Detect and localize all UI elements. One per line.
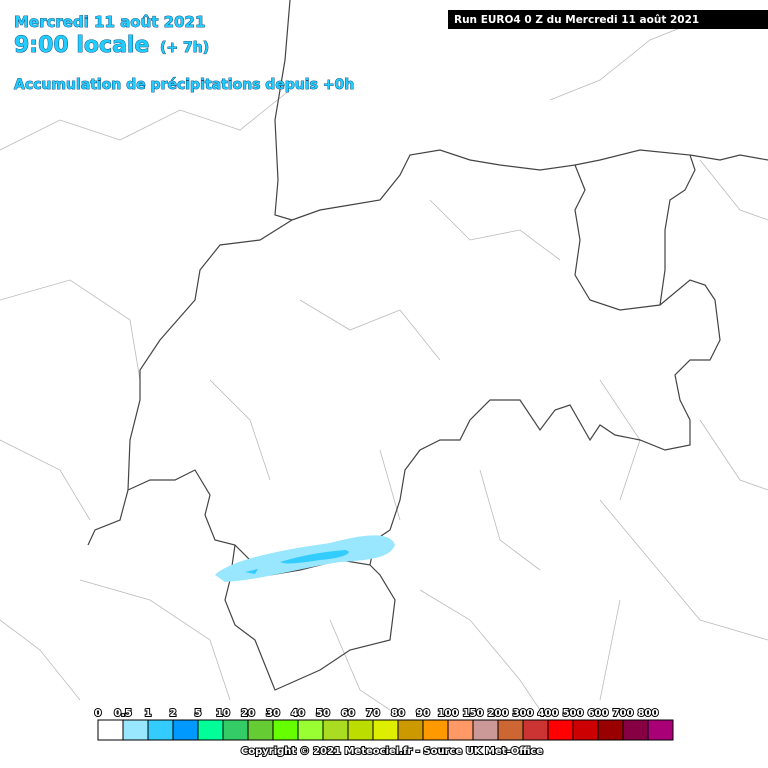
- legend-label: 5: [195, 708, 202, 719]
- legend-swatch: [372, 719, 399, 741]
- legend-swatch: [547, 719, 574, 741]
- offset: (+ 7h): [160, 40, 209, 56]
- legend-swatch: [647, 719, 674, 741]
- legend-label: 40: [291, 708, 305, 719]
- legend-swatch: [522, 719, 549, 741]
- legend-label: 500: [563, 708, 584, 719]
- legend-label: 60: [341, 708, 355, 719]
- legend-label: 1: [145, 708, 152, 719]
- product-title: Accumulation de précipitations depuis +0…: [14, 77, 354, 93]
- legend-swatch: [347, 719, 374, 741]
- legend-swatch: [197, 719, 224, 741]
- legend-label: 10: [216, 708, 230, 719]
- legend-swatch: [422, 719, 449, 741]
- legend-label: 700: [613, 708, 634, 719]
- region-lines: [0, 19, 768, 711]
- legend-label: 600: [588, 708, 609, 719]
- legend-label: 70: [366, 708, 380, 719]
- legend-swatch: [272, 719, 299, 741]
- legend-swatch: [322, 719, 349, 741]
- time: 9:00 locale: [14, 33, 149, 58]
- legend-swatch: [247, 719, 274, 741]
- legend-label: 300: [513, 708, 534, 719]
- legend-swatch: [297, 719, 324, 741]
- legend-label: 100: [438, 708, 459, 719]
- copyright: Copyright © 2021 Meteociel.fr - Source U…: [241, 746, 543, 757]
- legend-label: 0: [95, 708, 102, 719]
- legend-swatch: [172, 719, 199, 741]
- precipitation: [215, 535, 395, 582]
- legend-swatch: [497, 719, 524, 741]
- legend-label: 150: [463, 708, 484, 719]
- legend-label: 800: [638, 708, 659, 719]
- legend-swatch: [147, 719, 174, 741]
- legend-label: 30: [266, 708, 280, 719]
- country-borders: [87, 0, 768, 691]
- legend-label: 200: [488, 708, 509, 719]
- run-label: Run EURO4 0 Z du Mercredi 11 août 2021: [454, 14, 699, 26]
- legend-label: 90: [416, 708, 430, 719]
- legend-label: 50: [316, 708, 330, 719]
- legend-swatch: [622, 719, 649, 741]
- legend-swatch: [597, 719, 624, 741]
- legend-swatch: [97, 719, 124, 741]
- legend-label: 0.5: [114, 708, 132, 719]
- run-box: [448, 10, 768, 29]
- legend: 0 0.5 1 2 5 10 20 30 40 50 60 70 80 90 100 150 200 300 400…: [94, 707, 674, 741]
- legend-swatch: [572, 719, 599, 741]
- legend-label: 20: [241, 708, 255, 719]
- legend-swatch: [447, 719, 474, 741]
- legend-label: 400: [538, 708, 559, 719]
- legend-swatch: [122, 719, 149, 741]
- legend-label: 2: [170, 708, 177, 719]
- legend-swatch: [222, 719, 249, 741]
- legend-label: 80: [391, 708, 405, 719]
- legend-swatch: [397, 719, 424, 741]
- date: Mercredi 11 août 2021: [14, 13, 205, 31]
- legend-swatch: [472, 719, 499, 741]
